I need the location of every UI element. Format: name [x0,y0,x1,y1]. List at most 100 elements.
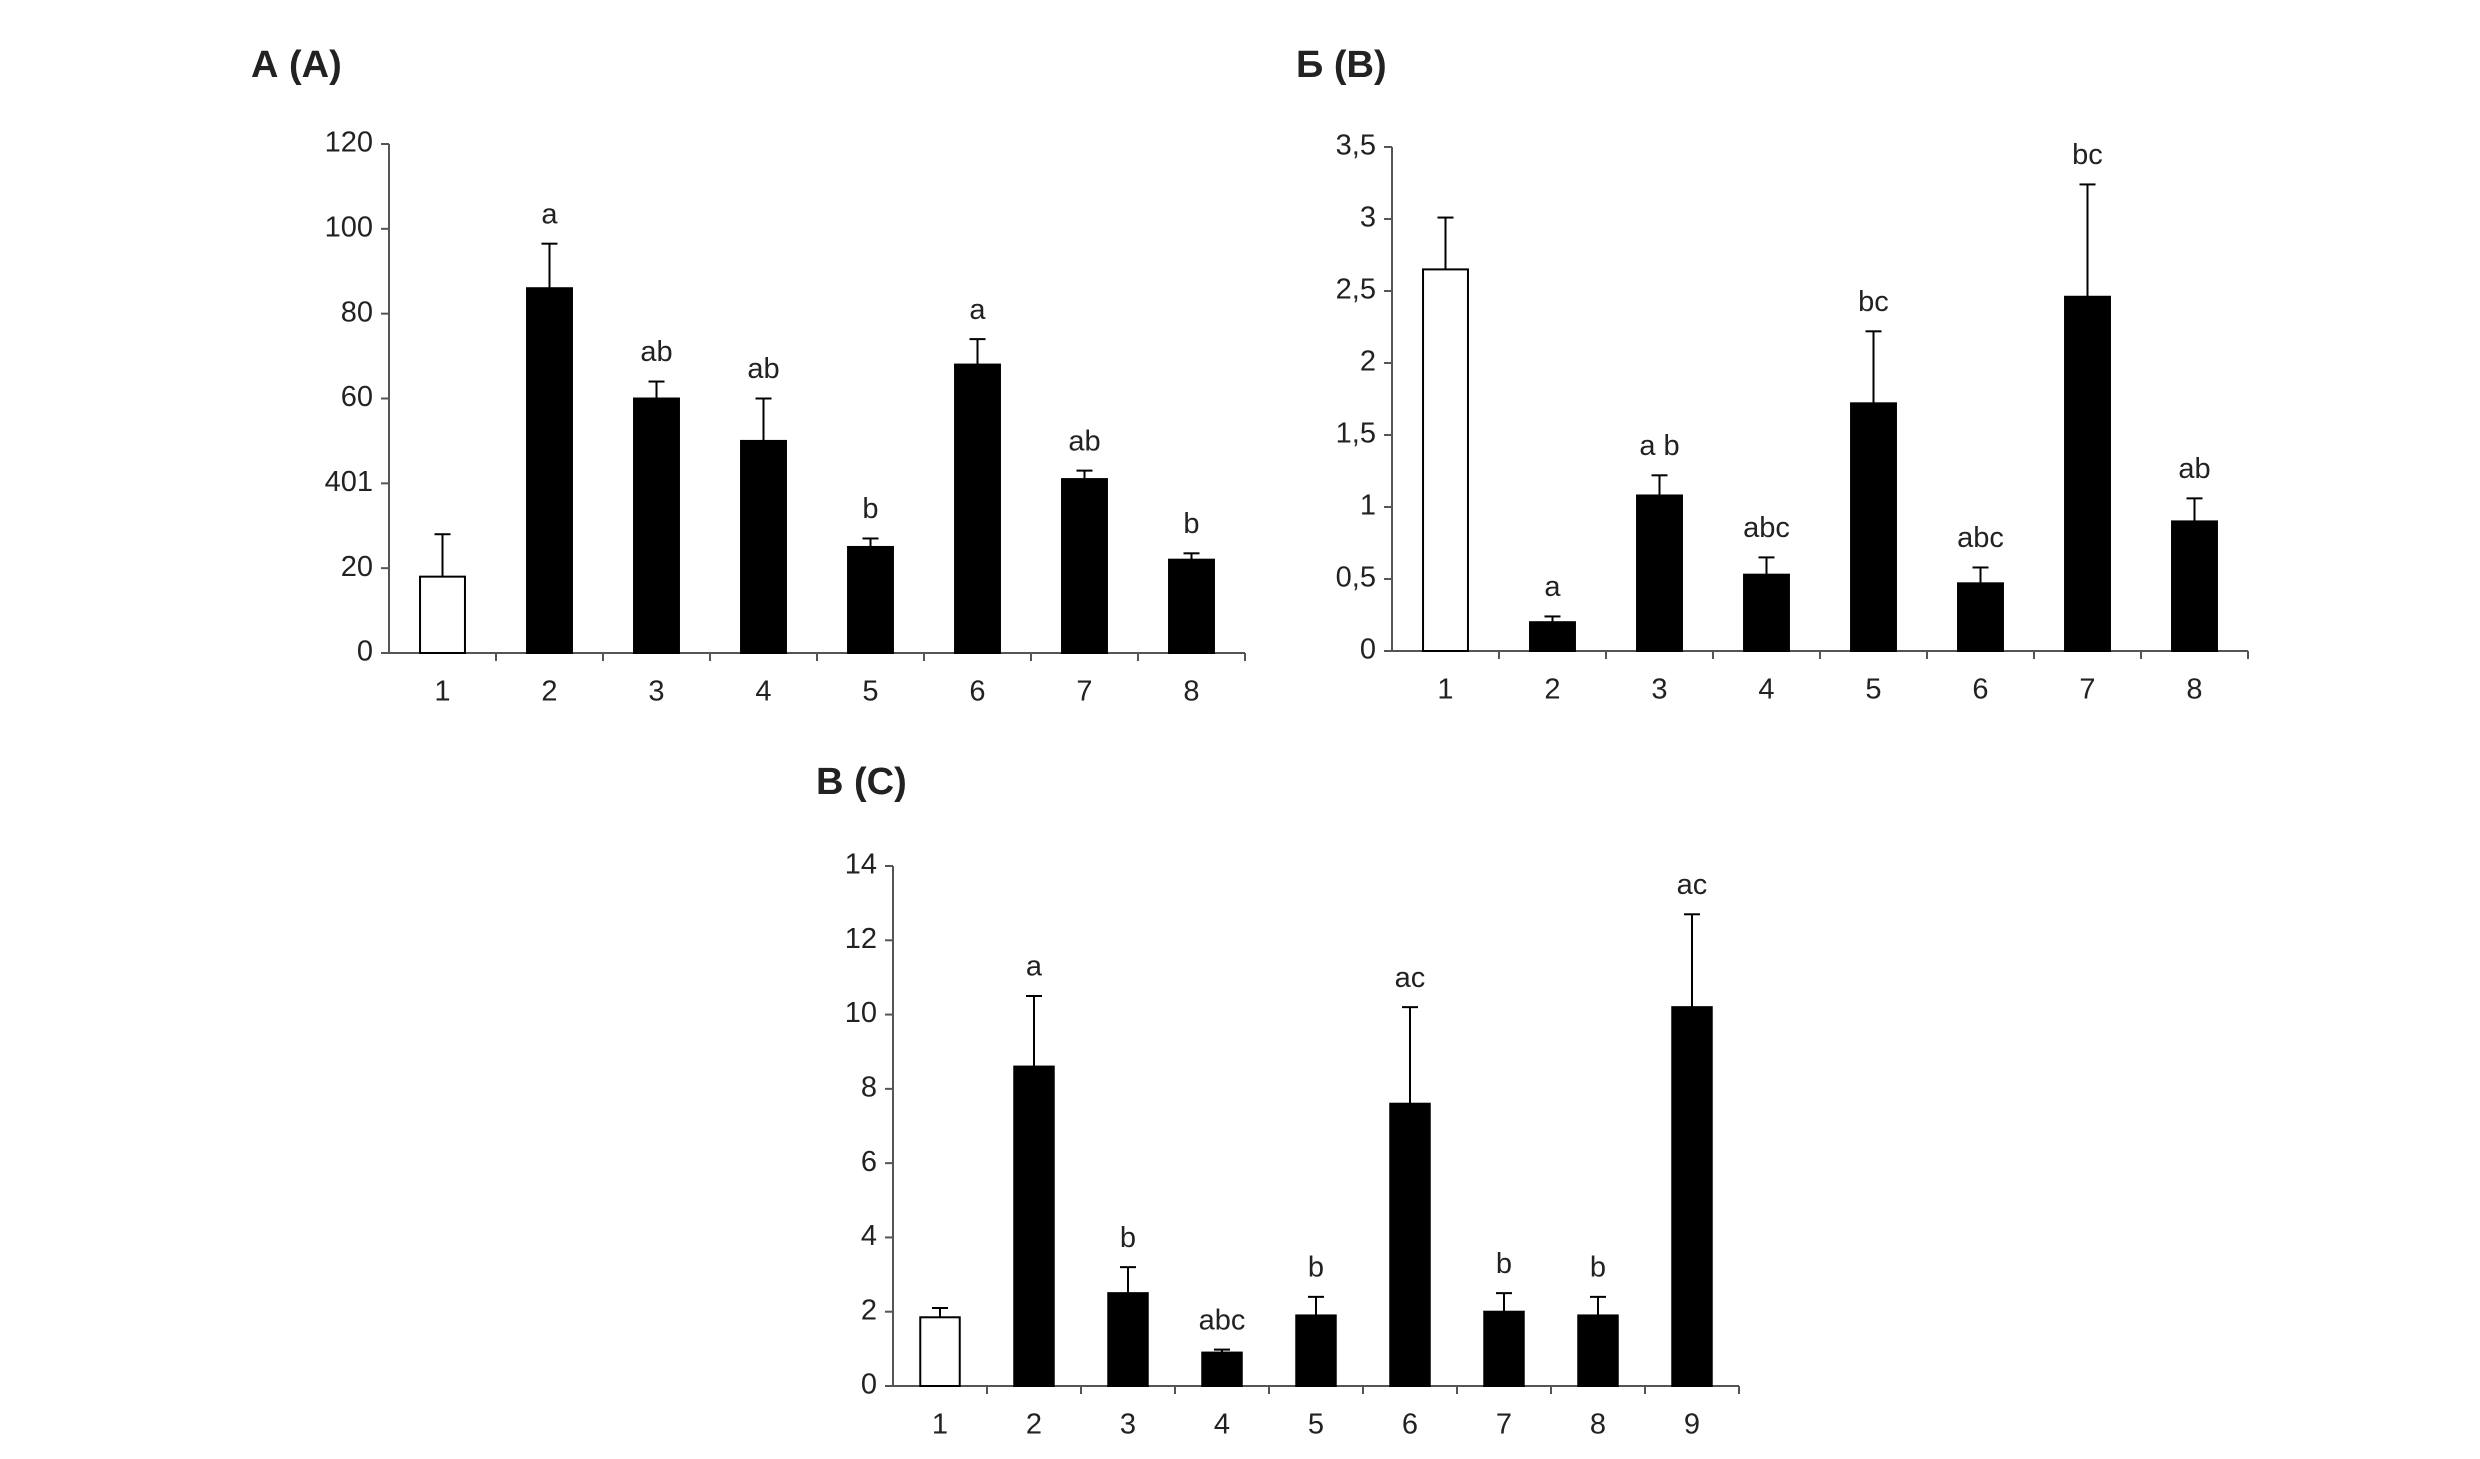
bar [1168,558,1215,655]
bar-annotation: ab [1068,425,1100,457]
bar-annotation: a [541,198,558,230]
y-tick-label: 3 [1360,202,1376,234]
y-tick-label: 60 [341,381,373,413]
x-tick-label: 5 [1865,674,1881,706]
y-tick-label: 0 [1360,634,1376,666]
bar [1671,1006,1713,1388]
bar-annotation: ac [1677,869,1708,901]
x-tick-label: 8 [2186,674,2202,706]
y-tick-label: 2 [861,1294,877,1326]
bar-annotation: ab [640,336,672,368]
bar-annotation: abc [1199,1304,1246,1336]
bar [1422,268,1469,652]
x-tick-label: 7 [2079,674,2095,706]
x-tick-label: 6 [1972,674,1988,706]
bar [1483,1310,1525,1387]
x-tick-label: 3 [1651,674,1667,706]
bar-annotation: a [969,294,986,326]
bar [633,397,680,654]
bar-annotation: abc [1743,512,1790,544]
y-tick-label: 12 [845,923,877,955]
x-tick-label: 8 [1183,676,1199,708]
bar [2064,295,2111,652]
bar-annotation: b [1496,1248,1512,1280]
bar [2171,520,2218,653]
y-tick-label: 120 [325,127,373,159]
bar-annotation: bc [1858,286,1889,318]
y-tick-label: 10 [845,997,877,1029]
bar-annotation: b [1590,1252,1606,1284]
x-tick-label: 2 [1026,1409,1042,1441]
x-tick-label: 5 [862,676,878,708]
x-tick-label: 4 [1758,674,1774,706]
y-tick-label: 0,5 [1336,562,1376,594]
x-tick-label: 6 [1402,1409,1418,1441]
bar-annotation: abc [1957,522,2004,554]
bar-annotation: a [1544,571,1561,603]
x-tick-label: 2 [541,676,557,708]
x-tick-label: 9 [1684,1409,1700,1441]
x-tick-label: 2 [1544,674,1560,706]
x-tick-label: 3 [1120,1409,1136,1441]
bar-annotation: bc [2072,139,2103,171]
bar-annotation: a [1026,951,1043,983]
y-tick-label: 0 [357,636,373,668]
y-tick-label: 1 [1360,490,1376,522]
y-tick-label: 0 [861,1369,877,1401]
bar-annotation: b [1183,508,1199,540]
y-tick-label: 8 [861,1072,877,1104]
bar-annotation: ac [1395,962,1426,994]
x-tick-label: 8 [1590,1409,1606,1441]
bar-annotation: ab [2178,453,2210,485]
bar [954,363,1001,654]
y-tick-label: 4 [861,1220,877,1252]
chart-title: В (C) [816,761,907,803]
x-tick-label: 7 [1076,676,1092,708]
y-tick-label: 2 [1360,346,1376,378]
bar-annotation: b [862,493,878,525]
y-tick-label: 100 [325,211,373,243]
x-tick-label: 3 [648,676,664,708]
bar-annotation: b [1120,1222,1136,1254]
bar [1529,621,1576,653]
bar [1013,1065,1055,1387]
y-tick-label: 401 [325,466,373,498]
bar-annotation: ab [747,353,779,385]
bar [919,1316,961,1388]
y-tick-label: 1,5 [1336,418,1376,450]
bar [1107,1292,1149,1387]
chart-title: Б (B) [1296,44,1387,86]
x-tick-label: 7 [1496,1409,1512,1441]
x-tick-label: 6 [969,676,985,708]
bar [1295,1314,1337,1388]
x-tick-label: 1 [932,1409,948,1441]
x-tick-label: 1 [434,676,450,708]
bar-annotation: b [1308,1252,1324,1284]
bar [740,439,787,654]
x-tick-label: 4 [1214,1409,1230,1441]
bar-annotation: a b [1639,430,1679,462]
bar [1061,478,1108,655]
bar [1957,582,2004,653]
y-tick-label: 80 [341,296,373,328]
bar [1201,1351,1243,1387]
bar [526,287,573,654]
y-tick-label: 3,5 [1336,130,1376,162]
bar [1389,1102,1431,1387]
y-tick-label: 14 [845,849,877,881]
y-tick-label: 2,5 [1336,274,1376,306]
bar [847,545,894,654]
bar [1577,1314,1619,1388]
x-tick-label: 1 [1437,674,1453,706]
bar [1636,494,1683,653]
x-tick-label: 5 [1308,1409,1324,1441]
y-tick-label: 20 [341,551,373,583]
y-tick-label: 6 [861,1146,877,1178]
chart-title: А (A) [251,44,342,86]
x-tick-label: 4 [755,676,771,708]
bar [419,575,466,655]
bar [1850,402,1897,652]
bar [1743,573,1790,652]
